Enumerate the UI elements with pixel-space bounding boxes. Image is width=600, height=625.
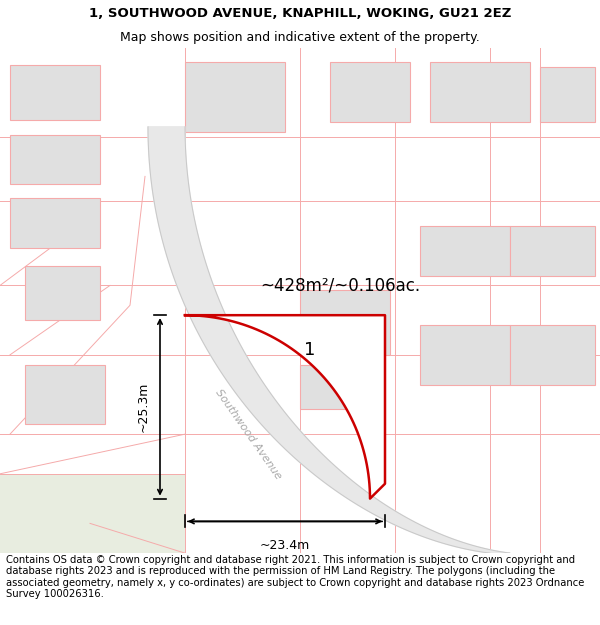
Bar (25, 266, 100, 320)
Bar (185, 62, 285, 132)
Text: Southwood Avenue: Southwood Avenue (213, 388, 283, 481)
Text: ~428m²/~0.106ac.: ~428m²/~0.106ac. (260, 276, 420, 294)
Bar (10, 198, 100, 248)
Bar (420, 226, 510, 276)
Bar (10, 66, 100, 120)
Text: Map shows position and indicative extent of the property.: Map shows position and indicative extent… (120, 31, 480, 44)
Bar (510, 226, 595, 276)
Bar (540, 68, 595, 122)
Polygon shape (148, 127, 510, 553)
Polygon shape (185, 315, 385, 499)
Text: ~25.3m: ~25.3m (137, 381, 150, 432)
Text: 1: 1 (304, 341, 316, 359)
Text: ~23.4m: ~23.4m (260, 539, 310, 552)
Bar (300, 365, 365, 409)
Text: 1, SOUTHWOOD AVENUE, KNAPHILL, WOKING, GU21 2EZ: 1, SOUTHWOOD AVENUE, KNAPHILL, WOKING, G… (89, 7, 511, 20)
Bar (10, 135, 100, 184)
Text: Contains OS data © Crown copyright and database right 2021. This information is : Contains OS data © Crown copyright and d… (6, 554, 584, 599)
Bar (300, 291, 390, 355)
Bar (430, 62, 530, 122)
Bar (330, 62, 410, 122)
Bar (420, 325, 510, 384)
Bar (510, 325, 595, 384)
Bar (25, 365, 105, 424)
Bar (0, 474, 185, 553)
